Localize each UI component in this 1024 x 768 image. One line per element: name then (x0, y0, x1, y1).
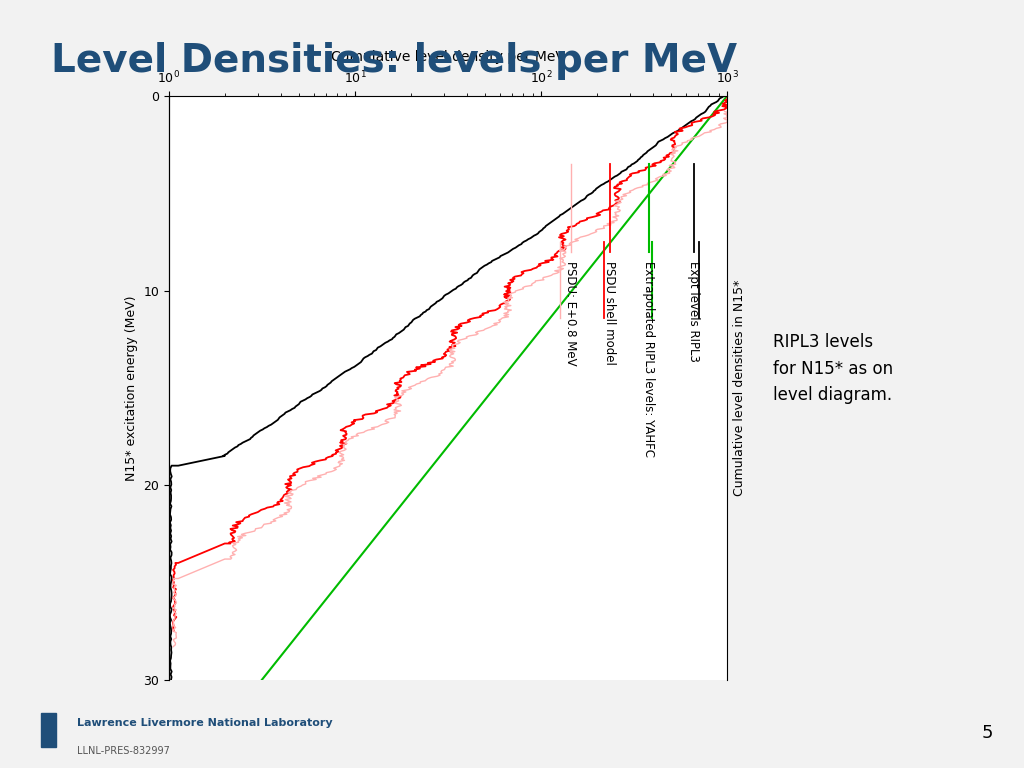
Expt levels RIPL3 (538, 223, 550, 233)
PSDU shell model (723, 91, 735, 101)
PSDU shell model (345, 418, 357, 427)
Extrapolated RIPL3 levels: YAHFC: (3.16, 30): YAHFC: (3.16, 30) (256, 675, 268, 684)
PSDU: E+0.8 MeV: (9.78, 17.6): E+0.8 MeV: (9.78, 17.6) (347, 433, 359, 442)
Expt levels RIPL3 (718, 91, 730, 101)
Extrapolated RIPL3 levels: YAHFC: (32.5, 17.9): YAHFC: (32.5, 17.9) (444, 439, 457, 448)
Y-axis label: N15* excitation energy (MeV): N15* excitation energy (MeV) (125, 295, 138, 481)
Text: PSDU shell model: PSDU shell model (603, 261, 616, 366)
PSDU shell model (282, 486, 294, 495)
Text: Lawrence Livermore National Laboratory: Lawrence Livermore National Laboratory (77, 718, 333, 728)
Line: PSDU: E+0.8 MeV: PSDU: E+0.8 MeV (173, 111, 730, 647)
PSDU shell model (177, 556, 189, 565)
Text: 5: 5 (982, 724, 993, 743)
Expt levels RIPL3 (587, 187, 599, 197)
Expt levels RIPL3 (181, 459, 194, 468)
Y-axis label: Cumulative level densities in N15*: Cumulative level densities in N15* (732, 280, 745, 496)
Extrapolated RIPL3 levels: YAHFC: (29.5, 18.4): YAHFC: (29.5, 18.4) (436, 449, 449, 458)
Extrapolated RIPL3 levels: YAHFC: (1e+03, 0): YAHFC: (1e+03, 0) (721, 91, 733, 101)
Expt levels RIPL3 (165, 675, 177, 684)
Text: LLNL-PRES-832997: LLNL-PRES-832997 (77, 746, 170, 756)
Text: Extrapolated RIPL3 levels: YAHFC: Extrapolated RIPL3 levels: YAHFC (642, 261, 655, 458)
PSDU shell model (461, 318, 473, 327)
Extrapolated RIPL3 levels: YAHFC: (5.42, 27.2): YAHFC: (5.42, 27.2) (299, 621, 311, 630)
Line: Expt levels RIPL3: Expt levels RIPL3 (170, 96, 724, 680)
Expt levels RIPL3 (602, 177, 614, 186)
Extrapolated RIPL3 levels: YAHFC: (7.82, 25.3): YAHFC: (7.82, 25.3) (329, 584, 341, 593)
Bar (41, 713, 56, 747)
Extrapolated RIPL3 levels: YAHFC: (33.1, 17.8): YAHFC: (33.1, 17.8) (445, 437, 458, 446)
Text: RIPL3 levels
for N15* as on
level diagram.: RIPL3 levels for N15* as on level diagra… (773, 333, 893, 404)
PSDU shell model (168, 627, 180, 636)
Text: PSDU: E+0.8 MeV: PSDU: E+0.8 MeV (564, 261, 578, 366)
Expt levels RIPL3 (481, 260, 494, 269)
PSDU: E+0.8 MeV: (1.05, 28.3): E+0.8 MeV: (1.05, 28.3) (167, 642, 179, 651)
PSDU shell model (537, 259, 549, 268)
Expt levels RIPL3 (693, 111, 706, 120)
PSDU: E+0.8 MeV: (102, 9.39): E+0.8 MeV: (102, 9.39) (537, 274, 549, 283)
PSDU: E+0.8 MeV: (40, 12.4): E+0.8 MeV: (40, 12.4) (461, 333, 473, 343)
Line: PSDU shell model: PSDU shell model (173, 96, 729, 631)
X-axis label: Cumulative level density per MeV: Cumulative level density per MeV (331, 51, 565, 65)
Line: Extrapolated RIPL3 levels: YAHFC: Extrapolated RIPL3 levels: YAHFC (262, 96, 727, 680)
PSDU: E+0.8 MeV: (4.54, 21.1): E+0.8 MeV: (4.54, 21.1) (285, 502, 297, 511)
PSDU: E+0.8 MeV: (970, 0.8): E+0.8 MeV: (970, 0.8) (719, 107, 731, 116)
PSDU shell model (394, 392, 407, 401)
Extrapolated RIPL3 levels: YAHFC: (981, 0.1): YAHFC: (981, 0.1) (719, 94, 731, 103)
PSDU: E+0.8 MeV: (1.19, 24.7): E+0.8 MeV: (1.19, 24.7) (177, 572, 189, 581)
Text: Level Densities: levels per MeV: Level Densities: levels per MeV (51, 42, 737, 80)
PSDU: E+0.8 MeV: (16.3, 16.2): E+0.8 MeV: (16.3, 16.2) (388, 408, 400, 417)
Text: Expt levels RIPL3: Expt levels RIPL3 (687, 261, 700, 362)
